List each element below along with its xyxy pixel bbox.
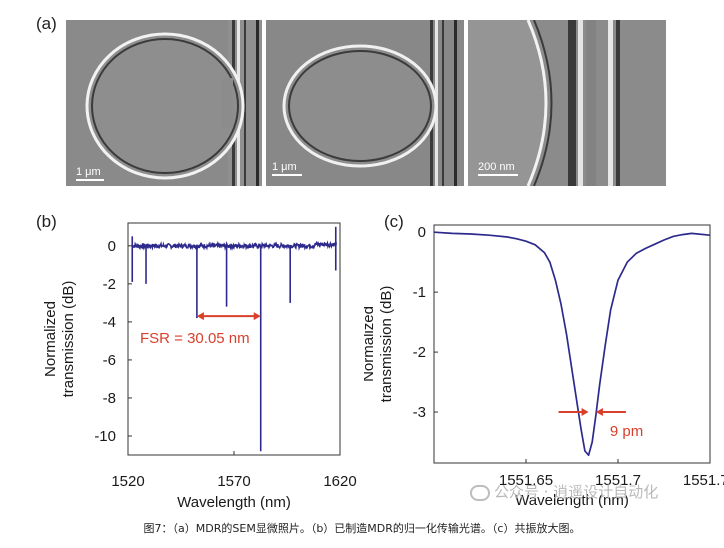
scale-bar-2-label: 1 μm xyxy=(272,161,297,173)
chart-b-fsr-arrow-right xyxy=(253,312,261,321)
watermark-text: 公众号 · 逍遥设计自动化 xyxy=(494,483,659,501)
chart-c-ytick-label-3: -3 xyxy=(413,404,426,421)
scale-bar-2-line xyxy=(272,174,302,176)
scale-bar-3-line xyxy=(478,174,518,176)
figure-caption: 图7：（a）MDR的SEM显微照片。（b）已制造MDR的归一化传输光谱。（c）共… xyxy=(143,522,581,535)
chart-c: 1551.65 1551.7 1551.75 0 -1 -2 -3 Wavelength (n… xyxy=(364,224,724,509)
chart-c-fwhm-label: 9 pm xyxy=(610,423,643,440)
chart-c-fwhm-arrow-right-head xyxy=(595,408,603,417)
chart-b-ytick-label-4: -8 xyxy=(103,390,116,407)
chart-c-series-resonance xyxy=(433,231,711,457)
wechat-icon xyxy=(470,484,490,501)
chart-c-axes-frame xyxy=(433,224,711,464)
sem-image-3: 200 nm xyxy=(468,20,666,186)
chart-b: 1520 1570 1620 0 -2 -4 -6 -8 -10 Wavelength (nm) N… xyxy=(42,222,357,511)
sem-image-1: 1 μm xyxy=(66,20,262,186)
sem-image-2-drawing xyxy=(266,20,464,186)
chart-b-series-baseline xyxy=(131,240,337,251)
chart-c-ytick-label-2: -2 xyxy=(413,344,426,361)
sem-image-2: 1 μm xyxy=(266,20,464,186)
sem-image-3-drawing xyxy=(468,20,666,186)
chart-b-xtick-label-0: 1520 xyxy=(111,473,144,490)
chart-c-xtick-label-0: 1551.65 xyxy=(499,472,553,489)
chart-b-fsr-arrow-left xyxy=(196,312,204,321)
scale-bar-1-label: 1 μm xyxy=(76,166,101,178)
chart-b-ytick-label-2: -4 xyxy=(103,314,116,331)
chart-b-ytick-label-3: -6 xyxy=(103,352,116,369)
watermark: 公众号 · 逍遥设计自动化 xyxy=(470,481,658,502)
scale-bar-1-line xyxy=(76,179,104,181)
chart-b-fsr-label: FSR = 30.05 nm xyxy=(140,330,250,347)
chart-c-ylabel: Normalizedtransmission (dB) xyxy=(364,286,395,403)
chart-b-xtick-label-2: 1620 xyxy=(323,473,356,490)
chart-c-xtick-label-2: 1551.75 xyxy=(683,472,724,489)
chart-c-xtick-label-1: 1551.7 xyxy=(595,472,641,489)
chart-b-ytick-label-1: -2 xyxy=(103,276,116,293)
panel-c-label: (c) xyxy=(384,212,404,231)
chart-c-xlabel: Wavelength (nm) xyxy=(515,492,629,509)
scale-bar-3: 200 nm xyxy=(478,161,518,176)
panel-b-label: (b) xyxy=(36,212,57,231)
panel-a-label: (a) xyxy=(36,14,57,33)
chart-c-fwhm-arrow-left-head xyxy=(581,408,589,417)
chart-b-ytick-label-0: 0 xyxy=(108,238,116,255)
chart-b-ytick-label-5: -10 xyxy=(94,428,116,445)
sem-image-1-drawing xyxy=(66,20,262,186)
scale-bar-3-label: 200 nm xyxy=(478,161,515,173)
chart-b-xtick-label-1: 1570 xyxy=(217,473,250,490)
chart-b-xlabel: Wavelength (nm) xyxy=(177,494,291,511)
scale-bar-2: 1 μm xyxy=(272,161,302,176)
chart-c-ytick-label-0: 0 xyxy=(418,224,426,241)
scale-bar-1: 1 μm xyxy=(76,166,104,181)
chart-b-ylabel: Normalizedtransmission (dB) xyxy=(42,281,77,398)
chart-c-ytick-label-1: -1 xyxy=(413,284,426,301)
